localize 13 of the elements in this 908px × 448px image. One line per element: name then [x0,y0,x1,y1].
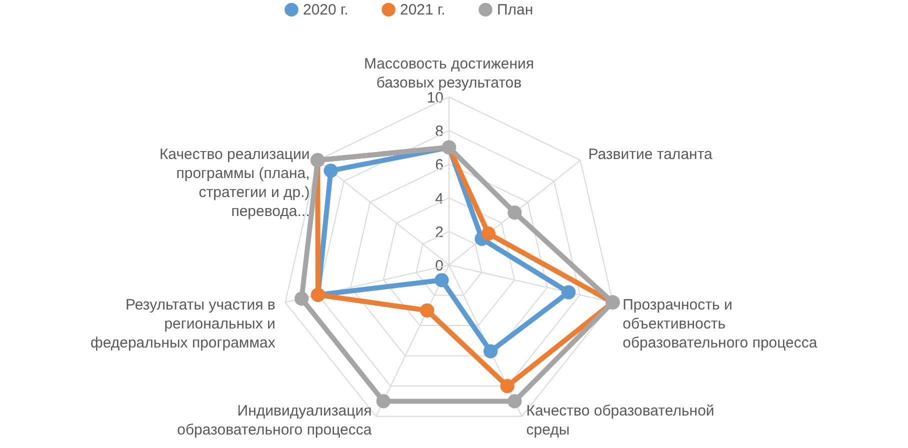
legend-label: 2021 г. [400,2,446,19]
y-tick-label: 2 [435,224,444,241]
spoke-label: Результаты участия в региональных и федеральных программах [90,296,276,352]
legend-label: 2020 г. [303,2,348,19]
spoke-label: Индивидуализация образовательного процесса [177,402,372,438]
spoke-label: Качество реализации программы (плана, стратегии и др.) перевода... [159,146,310,220]
legend-label: План [497,2,534,19]
y-tick-label: 4 [435,190,444,208]
spoke-label: Массовость достижения базовых результатов [364,55,534,92]
spoke-label: Развитие таланта [588,146,714,163]
spoke-label: Качество образовательной среды [526,402,714,438]
y-tick-label: 0 [435,258,444,274]
spoke-label: Прозрачность и объективность образовательного процесса [622,296,818,352]
